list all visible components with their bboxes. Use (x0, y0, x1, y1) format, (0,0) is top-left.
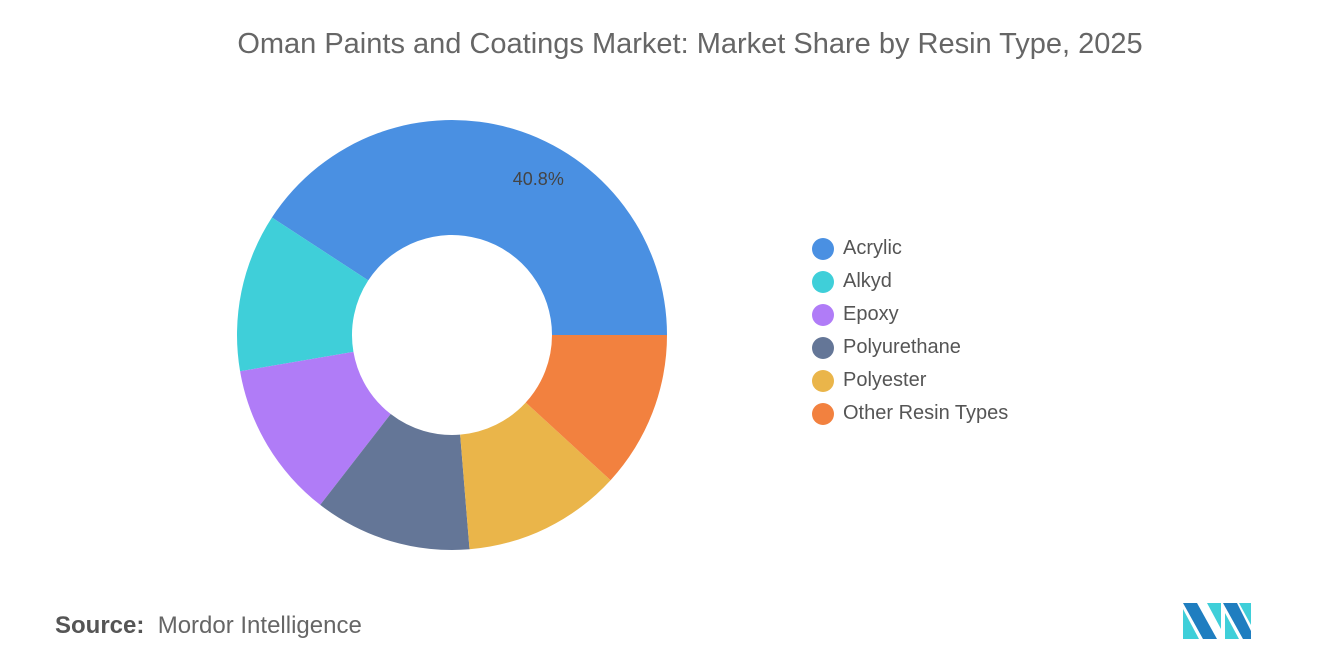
mordor-logo (1183, 603, 1251, 639)
legend-label: Polyurethane (843, 336, 961, 358)
legend: Acrylic Alkyd Epoxy Polyurethane Polyester Ot… (812, 232, 1008, 430)
chart-title: Oman Paints and Coatings Market: Market … (237, 28, 1143, 60)
legend-label: Polyester (843, 369, 927, 391)
source: Source: Mordor Intelligence (55, 612, 362, 640)
slice-acrylic (271, 119, 667, 335)
donut-chart: 40.8% (236, 119, 667, 550)
slice-other-resin-types (525, 335, 667, 481)
source-value: Mordor Intelligence (157, 612, 362, 639)
legend-item: Alkyd (812, 265, 1008, 298)
legend-label: Acrylic (843, 237, 902, 259)
data-label: 40.8% (513, 169, 564, 189)
slice-polyurethane (320, 414, 470, 550)
legend-label: Other Resin Types (843, 402, 1009, 424)
legend-label: Alkyd (843, 270, 892, 292)
slice-polyester (460, 402, 611, 550)
legend-swatch (812, 402, 834, 425)
legend-item: Polyester (812, 364, 1008, 397)
legend-swatch (812, 237, 834, 260)
legend-label: Epoxy (843, 303, 899, 325)
slice-alkyd (236, 217, 369, 372)
legend-swatch (812, 336, 834, 359)
legend-swatch (812, 303, 834, 326)
slice-epoxy (240, 351, 391, 505)
legend-swatch (812, 369, 834, 392)
legend-item: Polyurethane (812, 331, 1008, 364)
legend-item: Other Resin Types (812, 397, 1008, 430)
source-label: Source: (55, 612, 145, 639)
legend-item: Epoxy (812, 298, 1008, 331)
legend-item: Acrylic (812, 232, 1008, 265)
legend-swatch (812, 270, 834, 293)
